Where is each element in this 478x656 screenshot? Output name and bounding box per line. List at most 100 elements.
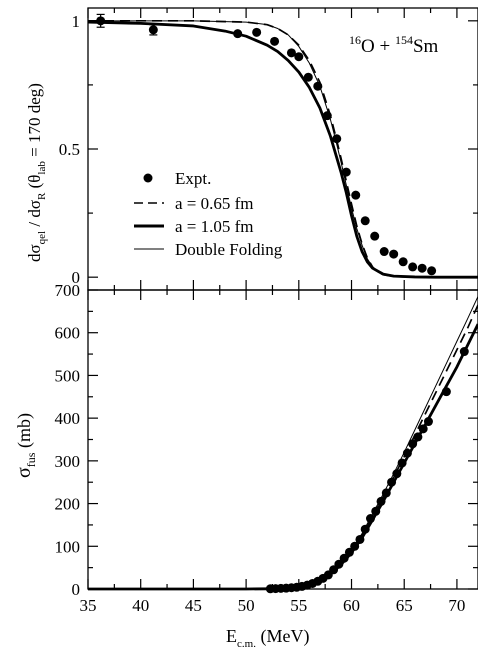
bottom-data-point: [381, 488, 391, 498]
annotation-o: O +: [361, 36, 395, 57]
top-data-point: [313, 81, 323, 91]
top-panel-curves: [87, 19, 478, 279]
top-ylabel-sub1: qel: [36, 231, 48, 244]
top-data-point: [322, 111, 332, 121]
top-ylabel-tail: = 170 deg): [25, 83, 44, 161]
bottom-panel-ticks: 0 100 200 300 400 500 600 700 35 40 45 50 55 60 65 70: [55, 281, 478, 615]
top-data-point: [417, 263, 427, 273]
top-ylabel-paren: (θ: [25, 175, 44, 193]
bottom-data-point: [441, 387, 451, 397]
bottom-curve-dashed: [88, 304, 478, 590]
legend-label-a105: a = 1.05 fm: [175, 217, 254, 236]
top-data-point: [370, 231, 380, 241]
legend-marker-expt: [143, 173, 153, 183]
top-data-point: [360, 216, 370, 226]
legend: Expt. a = 0.65 fm a = 1.05 fm Double Fol…: [134, 169, 283, 259]
bottom-ytick-label: 500: [55, 366, 81, 385]
top-data-point: [96, 16, 106, 26]
bottom-data-point: [371, 506, 381, 516]
top-ylabel-mid: / dσ: [25, 200, 44, 231]
top-data-point: [398, 257, 408, 267]
top-data-point: [379, 247, 389, 257]
top-ylabel-sub3: lab: [36, 161, 48, 175]
top-ylabel: dσqel / dσR (θlab = 170 deg): [25, 83, 48, 262]
bottom-ytick-label: 300: [55, 452, 81, 471]
xtick-label: 50: [238, 596, 255, 615]
annotation-sup-16: 16: [349, 33, 361, 47]
annotation-sm: Sm: [413, 36, 439, 57]
xtick-label: 55: [290, 596, 307, 615]
bottom-data-point: [423, 417, 433, 427]
reaction-annotation: 16O + 154Sm: [349, 33, 439, 57]
bottom-data-point: [392, 469, 402, 479]
top-data-point: [294, 52, 304, 62]
top-data-point: [427, 266, 437, 276]
top-panel-ticks: 00.51: [59, 8, 478, 290]
bottom-ylabel: σfus (mb): [13, 413, 38, 478]
top-curve-dashed: [88, 19, 478, 279]
xtick-label: 65: [396, 596, 413, 615]
bottom-data-point: [459, 347, 469, 357]
top-ytick-label: 1: [72, 12, 81, 31]
legend-label-expt: Expt.: [175, 169, 211, 188]
xtick-label: 45: [185, 596, 202, 615]
bottom-ytick-label: 600: [55, 324, 81, 343]
bottom-curve-thick: [88, 323, 478, 591]
bottom-data-point: [344, 547, 354, 557]
top-data-point: [389, 249, 399, 259]
xtick-label: 35: [80, 596, 97, 615]
top-data-point: [270, 36, 280, 46]
bottom-data-point: [418, 424, 428, 434]
top-curve-thin: [88, 20, 478, 278]
bottom-data-point: [413, 432, 423, 442]
bottom-ylabel-tail: (mb): [14, 413, 35, 453]
bottom-data-point: [334, 559, 344, 569]
top-data-point: [351, 190, 361, 200]
bottom-data-point: [397, 458, 407, 468]
bottom-ytick-label: 200: [55, 495, 81, 514]
bottom-data-point: [402, 448, 412, 458]
top-data-point: [286, 48, 296, 58]
annotation-sup-154: 154: [395, 33, 413, 47]
bottom-data-point: [365, 514, 375, 524]
top-data-point: [341, 167, 351, 177]
bottom-ytick-label: 700: [55, 281, 81, 300]
top-panel-points: [96, 13, 437, 276]
top-ylabel-sub2: R: [36, 192, 48, 200]
bottom-ytick-label: 100: [55, 537, 81, 556]
bottom-data-point: [350, 541, 360, 551]
top-data-point: [233, 29, 243, 39]
bottom-ylabel-main: σ: [13, 467, 35, 478]
top-data-point: [252, 27, 262, 37]
top-ytick-label: 0: [72, 268, 81, 287]
legend-label-a065: a = 0.65 fm: [175, 194, 254, 213]
xtick-label: 60: [343, 596, 360, 615]
bottom-ytick-label: 0: [72, 580, 81, 599]
bottom-data-point: [355, 534, 365, 544]
bottom-ylabel-sub: fus: [24, 452, 38, 467]
bottom-data-point: [360, 524, 370, 534]
top-data-point: [148, 25, 158, 35]
bottom-curve-thin: [88, 296, 478, 590]
top-data-point: [332, 134, 342, 144]
top-data-point: [408, 262, 418, 272]
xlabel-sub: c.m.: [237, 638, 256, 650]
top-ytick-label: 0.5: [59, 140, 80, 159]
xlabel-tail: (MeV): [256, 626, 309, 647]
bottom-panel-curves: [88, 296, 478, 591]
bottom-panel-points: [265, 347, 469, 594]
xtick-label: 70: [448, 596, 465, 615]
top-ylabel-main: dσ: [25, 244, 44, 262]
top-data-point: [303, 72, 313, 82]
xtick-label: 40: [132, 596, 149, 615]
bottom-data-point: [387, 477, 397, 487]
xlabel: Ec.m. (MeV): [226, 626, 309, 650]
bottom-data-point: [376, 496, 386, 506]
xlabel-main: E: [226, 626, 237, 646]
bottom-data-point: [408, 439, 418, 449]
legend-label-double-folding: Double Folding: [175, 240, 283, 259]
bottom-data-point: [339, 553, 349, 563]
top-curve-thick: [87, 20, 478, 279]
bottom-ytick-label: 400: [55, 409, 81, 428]
